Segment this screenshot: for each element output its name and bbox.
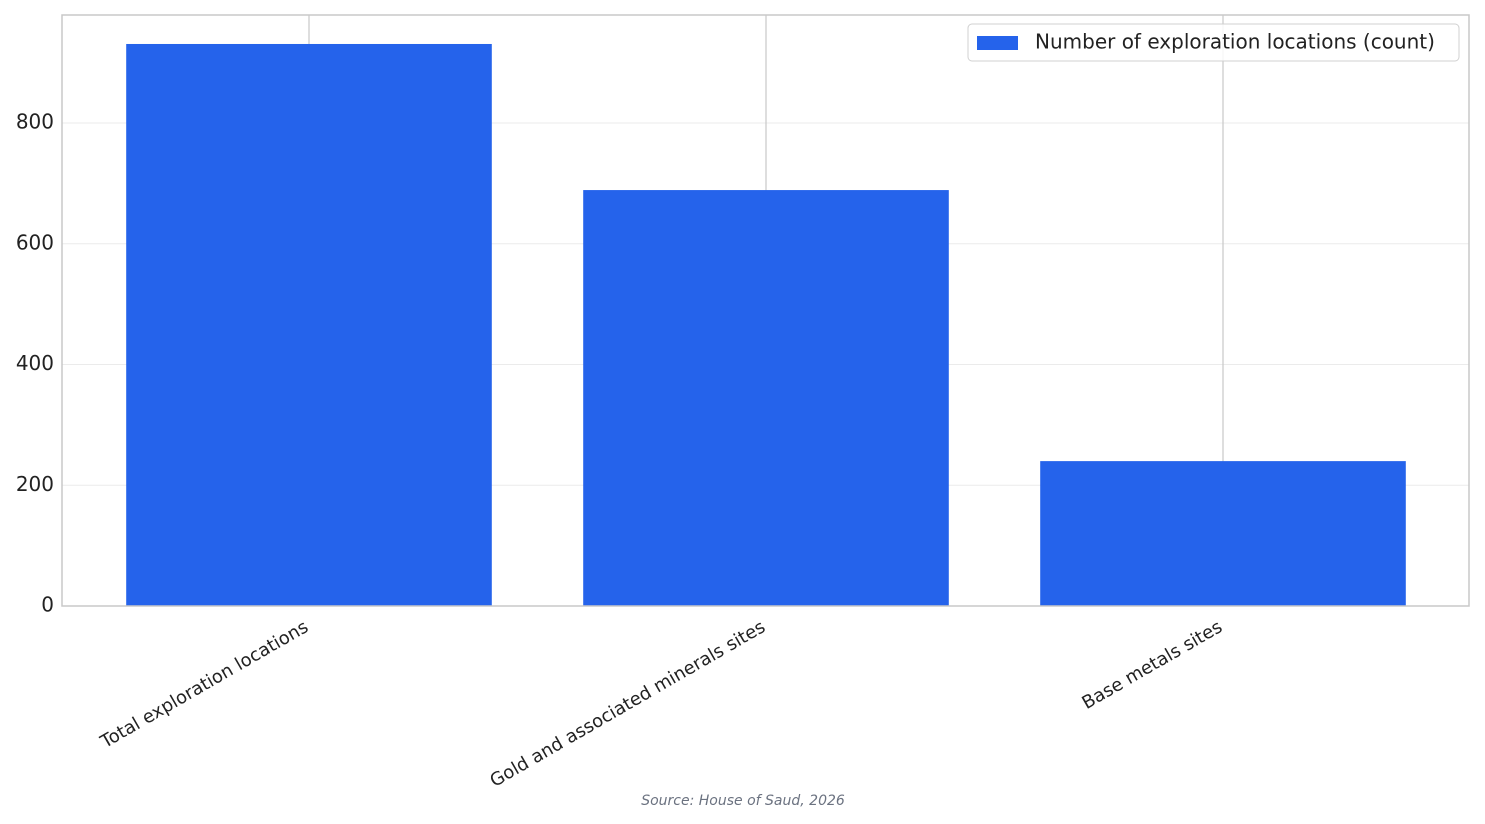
y-tick-label: 800 bbox=[16, 110, 54, 134]
legend-box bbox=[967, 23, 1460, 62]
bar bbox=[583, 190, 949, 606]
y-tick-label: 0 bbox=[41, 593, 54, 617]
legend-swatch bbox=[977, 36, 1018, 50]
bar bbox=[1040, 461, 1406, 606]
y-tick-label: 200 bbox=[16, 472, 54, 496]
x-tick-label: Base metals sites bbox=[1078, 616, 1226, 713]
plot-frame bbox=[61, 14, 1470, 607]
x-tick-label: Gold and associated minerals sites bbox=[486, 616, 769, 791]
x-tick-label: Total exploration locations bbox=[96, 616, 312, 753]
bar bbox=[126, 43, 492, 607]
legend: Number of exploration locations (count) bbox=[967, 23, 1460, 62]
y-tick-label: 600 bbox=[16, 230, 54, 254]
y-tick-label: 400 bbox=[16, 351, 54, 375]
source-note: Source: House of Saud, 2026 bbox=[641, 793, 845, 809]
legend-label: Number of exploration locations (count) bbox=[1035, 30, 1435, 54]
